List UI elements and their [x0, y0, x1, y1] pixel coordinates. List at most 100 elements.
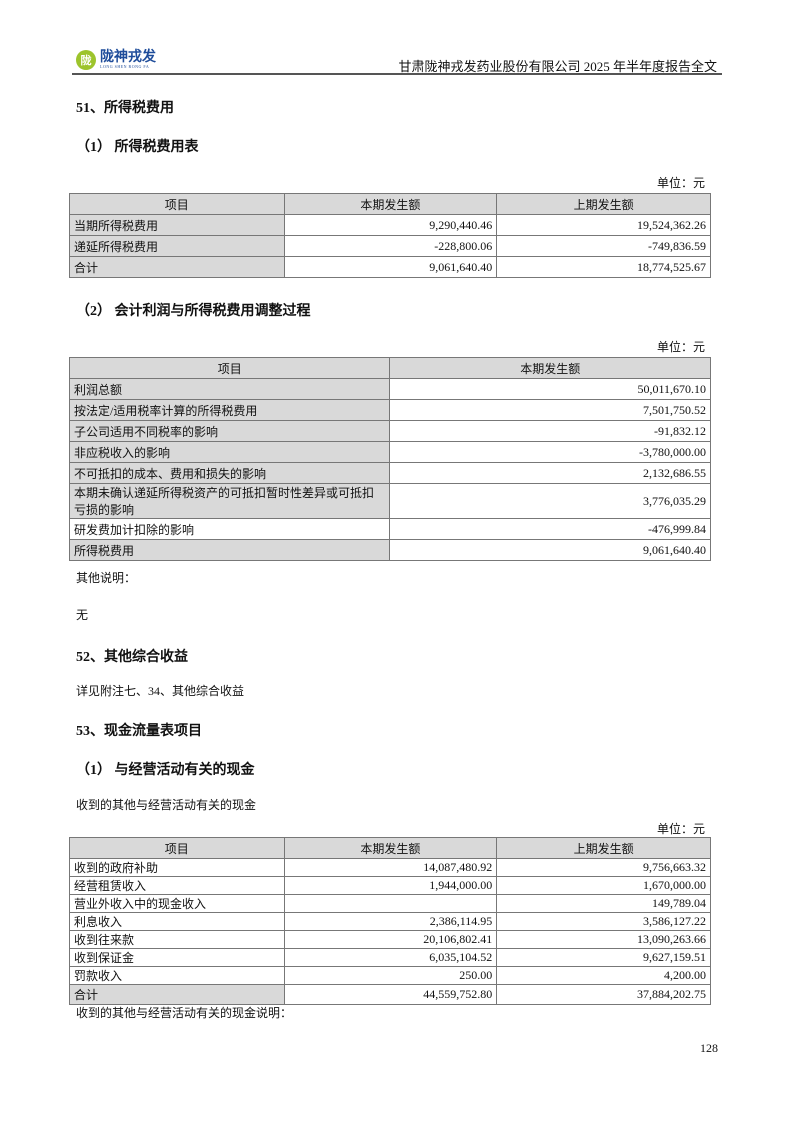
row-label: 利润总额: [68, 378, 391, 400]
table-header-row: 项目 本期发生额 上期发生额: [69, 193, 711, 215]
section-53-title: 53、现金流量表项目: [76, 724, 202, 739]
cell-value: [283, 894, 498, 913]
page-number: 128: [700, 1041, 718, 1055]
table-row: 非应税收入的影响 -3,780,000.00: [68, 441, 711, 463]
cell-value: 1,670,000.00: [496, 876, 711, 895]
header-divider: [72, 73, 722, 75]
cell-value: 3,586,127.22: [496, 912, 711, 931]
table-row: 不可抵扣的成本、费用和损失的影响 2,132,686.55: [68, 462, 711, 484]
table-header-row: 项目 本期发生额: [68, 357, 711, 379]
row-label: 经营租赁收入: [69, 876, 285, 895]
tax-reconciliation-table: 项目 本期发生额 利润总额 50,011,670.10 按法定/适用税率计算的所得税费用…: [68, 357, 711, 561]
row-label: 所得税费用: [68, 539, 391, 561]
logo-text: 陇神戎发: [100, 50, 156, 65]
table-row: 合计 9,061,640.40 18,774,525.67: [69, 256, 711, 278]
logo-icon: 陇: [76, 50, 96, 70]
cell-value: 149,789.04: [496, 894, 711, 913]
table-row: 当期所得税费用 9,290,440.46 19,524,362.26: [69, 214, 711, 236]
table-row: 收到的政府补助 14,087,480.92 9,756,663.32: [69, 858, 711, 877]
cell-value: 18,774,525.67: [496, 256, 711, 278]
table-row: 按法定/适用税率计算的所得税费用 7,501,750.52: [68, 399, 711, 421]
cell-value: 9,290,440.46: [283, 214, 498, 236]
unit-label: 单位：元: [656, 340, 705, 354]
table-caption: 收到的其他与经营活动有关的现金: [76, 798, 257, 812]
operating-cash-received-table: 项目 本期发生额 上期发生额 收到的政府补助 14,087,480.92 9,756,66…: [69, 837, 711, 1005]
row-label: 收到往来款: [69, 930, 285, 949]
table-row: 研发费加计扣除的影响 -476,999.84: [68, 518, 711, 540]
other-notes-label: 其他说明：: [76, 571, 137, 585]
cell-value: 2,386,114.95: [283, 912, 498, 931]
table-row: 子公司适用不同税率的影响 -91,832.12: [68, 420, 711, 442]
table-row: 本期未确认递延所得税资产的可抵扣暂时性差异或可抵扣亏损的影响 3,776,035.…: [68, 483, 711, 519]
column-header: 本期发生额: [389, 357, 711, 379]
cell-value: -91,832.12: [389, 420, 711, 442]
other-notes-value: 无: [76, 608, 89, 622]
row-label: 按法定/适用税率计算的所得税费用: [68, 399, 391, 421]
income-tax-expense-table: 项目 本期发生额 上期发生额 当期所得税费用 9,290,440.46 19,524,36…: [69, 193, 711, 278]
cell-value: 3,776,035.29: [389, 483, 711, 519]
cell-value: -476,999.84: [389, 518, 711, 540]
cell-value: 44,559,752.80: [283, 984, 498, 1005]
row-label: 罚款收入: [69, 966, 285, 985]
row-label: 非应税收入的影响: [68, 441, 391, 463]
cell-value: 250.00: [283, 966, 498, 985]
logo-subtext: LONG SHEN RONG FA: [100, 64, 150, 69]
document-title: 甘肃陇神戎发药业股份有限公司 2025 年半年度报告全文: [398, 59, 717, 74]
column-header: 项目: [69, 837, 285, 859]
row-label: 子公司适用不同税率的影响: [68, 420, 391, 442]
cell-value: 50,011,670.10: [389, 378, 711, 400]
column-header: 上期发生额: [496, 837, 711, 859]
cell-value: 9,756,663.32: [496, 858, 711, 877]
row-label: 收到的政府补助: [69, 858, 285, 877]
table-header-row: 项目 本期发生额 上期发生额: [69, 837, 711, 859]
cell-value: 6,035,104.52: [283, 948, 498, 967]
table-row: 收到往来款 20,106,802.41 13,090,263.66: [69, 930, 711, 949]
cell-value: -228,800.06: [283, 235, 498, 257]
cell-value: -3,780,000.00: [389, 441, 711, 463]
section-53-1-title: （1） 与经营活动有关的现金: [76, 763, 255, 778]
column-header: 项目: [69, 193, 285, 215]
table-row: 递延所得税费用 -228,800.06 -749,836.59: [69, 235, 711, 257]
row-label: 收到保证金: [69, 948, 285, 967]
column-header: 本期发生额: [283, 837, 498, 859]
cell-value: -749,836.59: [496, 235, 711, 257]
column-header: 上期发生额: [496, 193, 711, 215]
section-51-2-title: （2） 会计利润与所得税费用调整过程: [76, 304, 311, 319]
cell-value: 9,061,640.40: [389, 539, 711, 561]
row-label: 研发费加计扣除的影响: [68, 518, 391, 540]
row-label: 合计: [69, 984, 285, 1005]
row-label: 不可抵扣的成本、费用和损失的影响: [68, 462, 391, 484]
row-label: 本期未确认递延所得税资产的可抵扣暂时性差异或可抵扣亏损的影响: [68, 483, 391, 519]
column-header: 本期发生额: [283, 193, 498, 215]
row-label: 利息收入: [69, 912, 285, 931]
table-row: 利润总额 50,011,670.10: [68, 378, 711, 400]
row-label: 合计: [69, 256, 285, 278]
cell-value: 37,884,202.75: [496, 984, 711, 1005]
column-header: 项目: [68, 357, 391, 379]
cell-value: 19,524,362.26: [496, 214, 711, 236]
cell-value: 2,132,686.55: [389, 462, 711, 484]
unit-label: 单位：元: [656, 822, 705, 836]
table-row: 利息收入 2,386,114.95 3,586,127.22: [69, 912, 711, 931]
unit-label: 单位：元: [656, 176, 705, 190]
table-row: 营业外收入中的现金收入 149,789.04: [69, 894, 711, 913]
section-52-title: 52、其他综合收益: [76, 650, 188, 665]
table-row: 收到保证金 6,035,104.52 9,627,159.51: [69, 948, 711, 967]
section-51-title: 51、所得税费用: [76, 101, 174, 116]
cell-value: 1,944,000.00: [283, 876, 498, 895]
cell-value: 7,501,750.52: [389, 399, 711, 421]
table-row: 合计 44,559,752.80 37,884,202.75: [69, 984, 711, 1005]
cell-value: 9,061,640.40: [283, 256, 498, 278]
cell-value: 13,090,263.66: [496, 930, 711, 949]
row-label: 递延所得税费用: [69, 235, 285, 257]
cell-value: 4,200.00: [496, 966, 711, 985]
table-row: 罚款收入 250.00 4,200.00: [69, 966, 711, 985]
company-logo: 陇 陇神戎发 LONG SHEN RONG FA: [76, 50, 156, 70]
table-note: 收到的其他与经营活动有关的现金说明：: [76, 1006, 293, 1020]
row-label: 营业外收入中的现金收入: [69, 894, 285, 913]
section-51-1-title: （1） 所得税费用表: [76, 140, 199, 155]
table-row: 所得税费用 9,061,640.40: [68, 539, 711, 561]
cell-value: 9,627,159.51: [496, 948, 711, 967]
table-row: 经营租赁收入 1,944,000.00 1,670,000.00: [69, 876, 711, 895]
